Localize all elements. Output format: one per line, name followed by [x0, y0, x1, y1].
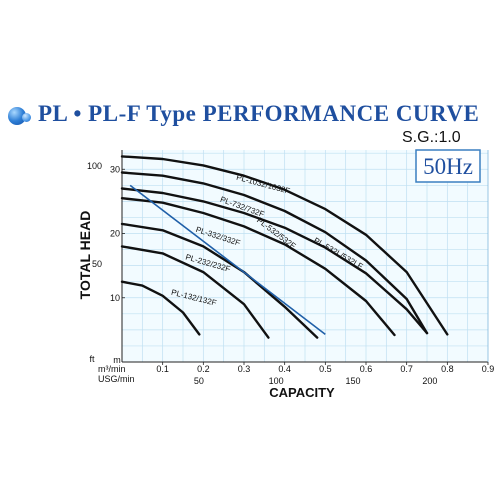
pump-curve [120, 155, 449, 336]
y-tick-label: 20 [110, 229, 120, 239]
pump-curve [120, 171, 429, 335]
pump-curve [120, 280, 201, 336]
x-tick-label-usg: 200 [422, 376, 437, 386]
y-axis-title: TOTAL HEAD [77, 211, 93, 300]
frequency-label: 50Hz [423, 154, 473, 179]
x-tick-label: 0.6 [360, 364, 373, 374]
x-unit-label-usg: USG/min [98, 374, 135, 384]
y-unit-label-ft: ft [89, 354, 95, 364]
x-tick-label: 0.8 [441, 364, 454, 374]
chart-title-row: PL • PL-F Type PERFORMANCE CURVE [8, 100, 500, 134]
system-curve-line [129, 184, 326, 336]
frequency-box: 50Hz [415, 149, 481, 183]
x-tick-label-usg: 100 [269, 376, 284, 386]
pump-curves [120, 155, 449, 339]
x-tick-label: 0.4 [278, 364, 291, 374]
x-unit-label: m³/min [98, 364, 126, 374]
y-tick-label-ft: 100 [87, 161, 102, 171]
x-axis-title: CAPACITY [269, 385, 335, 400]
axes [121, 150, 489, 363]
blue-sphere-icon [8, 107, 26, 125]
y-tick-label-ft: 50 [92, 259, 102, 269]
x-tick-label: 0.1 [156, 364, 169, 374]
tick-labels: 0.1 0.2 0.3 0.4 0.5 0.6 0.7 0.8 0.9 50 100 150 200 m³… [87, 161, 494, 386]
y-tick-label: 30 [110, 164, 120, 174]
pump-curve [120, 187, 429, 335]
x-tick-label: 0.7 [400, 364, 413, 374]
x-tick-label-usg: 50 [194, 376, 204, 386]
y-unit-label-m: m [113, 355, 121, 365]
x-tick-label-usg: 150 [345, 376, 360, 386]
x-tick-label: 0.2 [197, 364, 210, 374]
pump-curve [120, 197, 396, 337]
x-tick-label: 0.9 [482, 364, 495, 374]
x-tick-label: 0.3 [238, 364, 251, 374]
y-tick-label: 10 [110, 293, 120, 303]
pump-curve [120, 222, 319, 339]
pump-curve [120, 245, 270, 339]
specific-gravity-label: S.G.:1.0 [402, 129, 461, 146]
small-blue-sphere-icon [22, 113, 31, 122]
x-tick-label: 0.5 [319, 364, 332, 374]
chart-title: PL • PL-F Type PERFORMANCE CURVE [38, 101, 480, 126]
